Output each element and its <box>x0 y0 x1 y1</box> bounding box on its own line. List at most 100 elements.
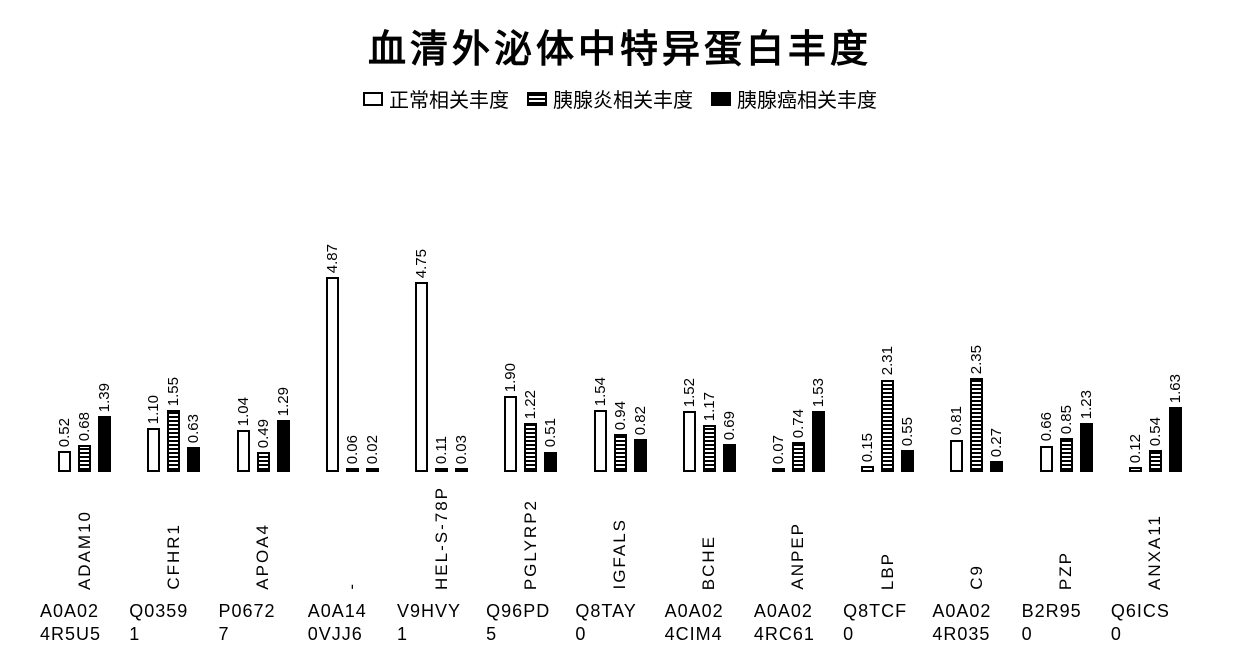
accession-code: Q8TAY0 <box>575 600 664 645</box>
bar-wrap: 0.94 <box>612 401 629 472</box>
gene-label-wrap: APOA4 <box>253 480 273 590</box>
accession-code: V9HVY1 <box>397 600 486 645</box>
gene-label: LBP <box>878 552 898 590</box>
gene-label-wrap: ANPEP <box>788 480 808 590</box>
bar-wrap: 0.11 <box>433 436 450 472</box>
gene-label: IGFALS <box>610 518 630 590</box>
bar-value-label: 0.27 <box>988 428 1005 457</box>
bar-value-label: 2.31 <box>879 346 896 375</box>
legend-label: 胰腺炎相关丰度 <box>553 84 693 113</box>
accession-code-line1: A0A02 <box>40 600 129 623</box>
gene-label-wrap: CFHR1 <box>164 480 184 590</box>
legend-label: 胰腺癌相关丰度 <box>737 84 877 113</box>
bar <box>901 450 914 472</box>
gene-label-wrap: PZP <box>1056 480 1076 590</box>
bar-value-label: 0.12 <box>1127 434 1144 463</box>
bar-value-label: 0.85 <box>1058 405 1075 434</box>
bar-value-label: 0.02 <box>364 435 381 464</box>
bar-wrap: 0.52 <box>56 418 73 472</box>
bar <box>366 468 379 472</box>
bar-wrap: 1.90 <box>502 363 519 472</box>
bar-group: 1.040.491.29 APOA4 <box>218 252 307 590</box>
bar-value-label: 0.51 <box>542 418 559 447</box>
bars: 1.521.170.69 <box>681 252 738 472</box>
bar-value-label: 0.54 <box>1147 417 1164 446</box>
bar-wrap: 1.53 <box>810 378 827 472</box>
bar-group: 4.750.110.03HEL-S-78P <box>397 252 486 590</box>
bar <box>594 410 607 472</box>
bar-wrap: 0.27 <box>988 428 1005 472</box>
accession-code-line1: V9HVY <box>397 600 486 623</box>
accession-code-line1: P0672 <box>218 600 307 623</box>
accession-code-line2: 4RC61 <box>754 623 843 646</box>
bar-wrap: 0.12 <box>1127 434 1144 472</box>
gene-label: PGLYRP2 <box>521 499 541 590</box>
bar <box>147 428 160 472</box>
bar-value-label: 4.87 <box>324 244 341 273</box>
gene-label-wrap: BCHE <box>699 480 719 590</box>
chart-plot-area: 0.520.681.39ADAM101.101.550.63CFHR11.040… <box>40 130 1200 590</box>
bar <box>1080 423 1093 472</box>
bar-value-label: 0.07 <box>770 435 787 464</box>
bar-value-label: 1.04 <box>235 397 252 426</box>
accession-code-line2: 7 <box>218 623 307 646</box>
gene-label: HEL-S-78P <box>432 486 452 590</box>
bar-value-label: 1.29 <box>275 387 292 416</box>
bar <box>415 282 428 472</box>
accession-code: Q03591 <box>129 600 218 645</box>
bar-wrap: 0.68 <box>76 412 93 472</box>
legend-swatch <box>363 92 383 106</box>
accession-code: Q6ICS0 <box>1111 600 1200 645</box>
bar <box>703 425 716 472</box>
gene-label: ANXA11 <box>1145 514 1165 590</box>
bars: 1.040.491.29 <box>235 252 292 472</box>
gene-label-wrap: LBP <box>878 480 898 590</box>
accession-code-line1: A0A02 <box>754 600 843 623</box>
gene-label: ANPEP <box>788 522 808 590</box>
chart-title: 血清外泌体中特异蛋白丰度 <box>0 18 1240 73</box>
legend-label: 正常相关丰度 <box>389 84 509 113</box>
bar-value-label: 0.15 <box>859 433 876 462</box>
accession-code-line2: 0 <box>1111 623 1200 646</box>
bar-wrap: 0.82 <box>632 406 649 472</box>
bar-value-label: 0.81 <box>948 406 965 435</box>
bar-wrap: 0.49 <box>255 419 272 472</box>
gene-label-wrap: - <box>342 480 362 590</box>
bar <box>78 445 91 472</box>
bar <box>237 430 250 472</box>
bar <box>1040 446 1053 472</box>
bar <box>524 423 537 472</box>
bar <box>277 420 290 472</box>
accession-code-line2: 4R035 <box>932 623 1021 646</box>
accession-code: A0A024R5U5 <box>40 600 129 645</box>
gene-label: PZP <box>1056 551 1076 590</box>
accession-code-line1: Q8TCF <box>843 600 932 623</box>
accession-code-line2: 0 <box>575 623 664 646</box>
bar <box>435 468 448 472</box>
bar-wrap: 0.15 <box>859 433 876 472</box>
bar-value-label: 1.22 <box>522 390 539 419</box>
accession-code-line2: 0 <box>1022 623 1111 646</box>
gene-label: C9 <box>967 564 987 590</box>
bar-wrap: 0.51 <box>542 418 559 472</box>
bar-group: 1.540.940.82IGFALS <box>575 252 664 590</box>
bar-wrap: 1.22 <box>522 390 539 472</box>
bar-value-label: 0.82 <box>632 406 649 435</box>
bar-value-label: 0.94 <box>612 401 629 430</box>
bar-wrap: 0.81 <box>948 406 965 472</box>
gene-label: APOA4 <box>253 523 273 590</box>
bar-wrap: 0.69 <box>721 411 738 472</box>
bar-value-label: 0.52 <box>56 418 73 447</box>
legend-item: 正常相关丰度 <box>363 84 509 113</box>
bar-wrap: 0.07 <box>770 435 787 472</box>
bar-wrap: 0.02 <box>364 435 381 472</box>
bar <box>614 434 627 472</box>
bar-wrap: 0.06 <box>344 435 361 472</box>
accession-code-line1: A0A14 <box>308 600 397 623</box>
bar-value-label: 0.55 <box>899 417 916 446</box>
gene-label-wrap: C9 <box>967 480 987 590</box>
bar <box>346 468 359 472</box>
bar-value-label: 0.06 <box>344 435 361 464</box>
legend-item: 胰腺癌相关丰度 <box>711 84 877 113</box>
bar-group: 0.812.350.27C9 <box>932 252 1021 590</box>
